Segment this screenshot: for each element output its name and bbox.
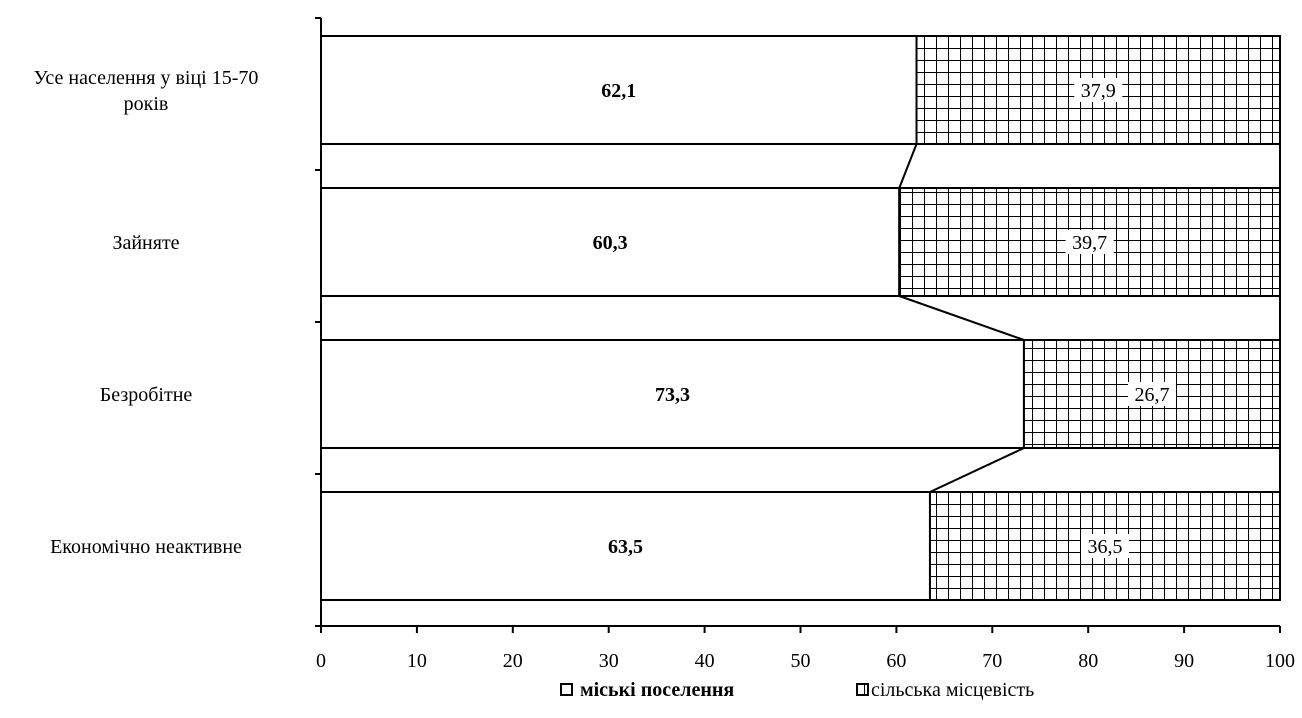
category-label-line: Усе населення у віці 15-70 xyxy=(34,67,259,89)
category-label-line: років xyxy=(124,93,169,115)
category-label: Безробітне xyxy=(100,384,193,406)
category-label: Усе населення у віці 15-70 років xyxy=(34,67,259,115)
data-label-bg xyxy=(1127,382,1176,406)
x-tick-label: 70 xyxy=(982,650,1002,672)
x-tick-label: 30 xyxy=(599,650,619,672)
x-tick-label: 10 xyxy=(407,650,427,672)
data-label-urban: 62,1 xyxy=(601,80,636,102)
x-tick-label: 50 xyxy=(791,650,811,672)
data-label-rural: 36,5 xyxy=(1087,536,1122,558)
category-label: Зайняте xyxy=(112,232,179,254)
series-line xyxy=(929,447,1025,493)
data-label-urban: 63,5 xyxy=(608,536,643,558)
x-tick-label: 60 xyxy=(886,650,906,672)
legend-swatch-urban xyxy=(560,683,573,696)
bar-urban xyxy=(320,339,1025,449)
plot-area: 62,1 37,9 Усе населення у віці 15-70 років 6… xyxy=(34,17,1295,672)
bar-urban xyxy=(320,491,931,601)
x-tick-label: 100 xyxy=(1265,650,1295,672)
data-label-rural: 39,7 xyxy=(1072,232,1107,254)
x-tick-label: 0 xyxy=(316,650,326,672)
legend: міські поселення сільська місцевість xyxy=(560,679,1034,701)
category-label: Економічно неактивне xyxy=(50,536,242,558)
series-line xyxy=(898,295,1025,341)
category-label-line: Зайняте xyxy=(112,232,179,254)
bar-urban xyxy=(320,187,901,297)
bar-urban xyxy=(320,35,918,145)
x-tick-label: 40 xyxy=(695,650,715,672)
category-label-line: Економічно неактивне xyxy=(50,536,242,558)
data-label-urban: 73,3 xyxy=(655,384,690,406)
legend-label-rural: сільська місцевість xyxy=(871,679,1034,701)
series-line xyxy=(898,143,918,189)
x-tick-label: 80 xyxy=(1078,650,1098,672)
legend-swatch-rural xyxy=(856,683,869,696)
legend-label-urban: міські поселення xyxy=(580,679,734,701)
data-label-rural: 37,9 xyxy=(1081,80,1116,102)
data-label-urban: 60,3 xyxy=(593,232,628,254)
category-label-line: Безробітне xyxy=(100,384,193,406)
x-tick-label: 20 xyxy=(503,650,523,672)
data-label-bg xyxy=(1074,78,1123,102)
data-label-bg xyxy=(1080,534,1129,558)
data-label-rural: 26,7 xyxy=(1134,384,1169,406)
x-tick-label: 90 xyxy=(1174,650,1194,672)
data-label-bg xyxy=(1065,230,1114,254)
